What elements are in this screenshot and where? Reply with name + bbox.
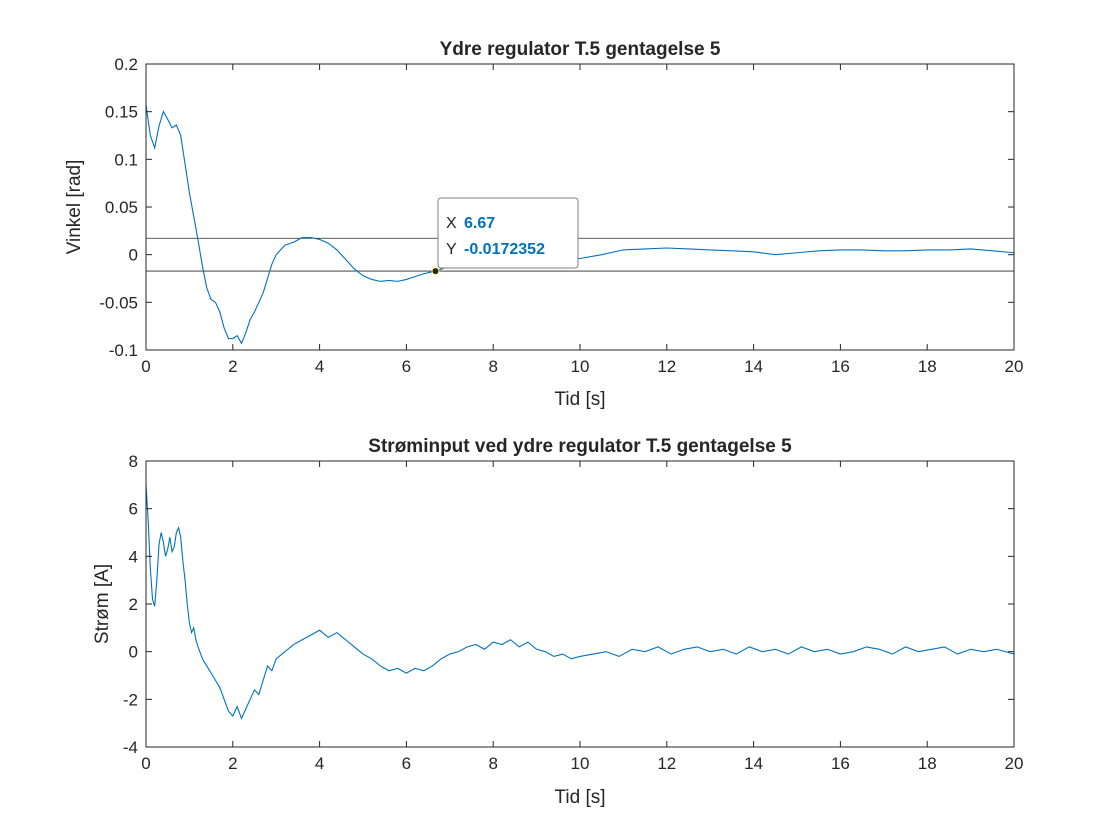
angle-chart-title: Ydre regulator T.5 gentagelse 5 [440,39,721,60]
x-tick-label: 20 [1005,754,1024,773]
y-tick-label: 0.1 [114,150,138,169]
current-y-axis-label: Strøm [A] [92,564,113,644]
angle-plot-area [146,64,1014,350]
current-x-ticks: 0 2 4 6 8 10 12 14 16 18 20 [141,461,1023,773]
datatip-x-value: 6.67 [464,215,495,232]
current-y-ticks: -4 -2 0 2 4 6 8 [123,452,1014,757]
y-tick-label: -2 [123,690,138,709]
x-tick-label: 8 [488,357,497,376]
x-tick-label: 8 [488,754,497,773]
x-tick-label: 6 [402,357,411,376]
angle-y-ticks: -0.1 -0.05 0 0.05 0.1 0.15 0.2 [99,55,1014,360]
x-tick-label: 16 [831,357,850,376]
x-tick-label: 0 [141,754,150,773]
y-tick-label: 0.05 [105,198,138,217]
datatip-y-value: -0.0172352 [464,241,545,258]
x-tick-label: 14 [744,754,763,773]
x-tick-label: 6 [402,754,411,773]
y-tick-label: 8 [129,452,138,471]
current-series-line [145,484,1015,720]
x-tick-label: 0 [141,357,150,376]
x-tick-label: 12 [657,357,676,376]
y-tick-label: -0.05 [99,293,138,312]
angle-x-axis-label: Tid [s] [554,389,605,410]
current-x-axis-label: Tid [s] [554,787,605,808]
x-tick-label: 2 [228,357,237,376]
datatip-x-key: X [446,215,457,232]
x-tick-label: 2 [228,754,237,773]
datatip[interactable]: X 6.67 Y -0.0172352 [431,197,579,276]
y-tick-label: 0.15 [105,103,138,122]
angle-reference-lines [146,237,1014,272]
y-tick-label: 0 [129,643,138,662]
x-tick-label: 14 [744,357,763,376]
y-tick-label: 6 [129,500,138,519]
x-tick-label: 10 [571,357,590,376]
x-tick-label: 4 [315,754,324,773]
x-tick-label: 4 [315,357,324,376]
angle-axes[interactable]: 0 2 4 6 8 10 12 14 16 18 20 -0.1-0.0500.050.10.150… [64,39,1023,410]
y-tick-label: 0 [129,246,138,265]
x-tick-label: 10 [571,754,590,773]
y-tick-label: -4 [123,738,138,757]
datatip-y-key: Y [446,241,457,258]
datatip-marker[interactable] [431,267,440,276]
x-tick-label: 20 [1005,357,1024,376]
x-tick-label: 18 [918,754,937,773]
angle-series-line [145,104,1015,345]
y-tick-label: 4 [129,547,138,566]
x-tick-label: 18 [918,357,937,376]
angle-x-ticks: 0 2 4 6 8 10 12 14 16 18 20 [141,64,1023,376]
current-axes[interactable]: 0 2 4 6 8 10 12 14 16 18 20 -4 -2 0 2 4 6 8 Strøminput v… [92,436,1023,808]
datatip-box [437,197,579,269]
current-plot-area [146,461,1014,747]
x-tick-label: 16 [831,754,850,773]
current-chart-title: Strøminput ved ydre regulator T.5 gentag… [368,436,792,457]
y-tick-label: 0.2 [114,55,138,74]
y-tick-label: 2 [129,595,138,614]
y-tick-label: -0.1 [109,341,138,360]
angle-y-axis-label: Vinkel [rad] [64,160,85,255]
x-tick-label: 12 [657,754,676,773]
